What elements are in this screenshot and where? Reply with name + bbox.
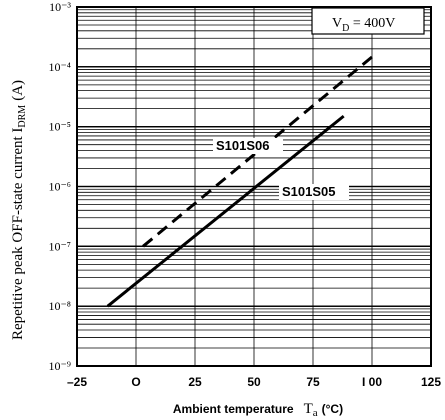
y-axis: 10⁻⁹ 10⁻⁸ 10⁻⁷ 10⁻⁶ 10⁻⁵ 10⁻⁴ 10⁻³ [48,0,71,373]
x-axis-symbol: T [304,401,313,417]
svg-text:Repetitive peak OFF-state curr: Repetitive peak OFF-state current IDRM (A… [10,80,28,340]
x-axis: –25 O 25 50 75 I 00 125 [67,375,441,389]
x-tick-label: I 00 [362,375,382,389]
series-label-background [213,138,283,154]
series-label-s101s05: S101S05 [282,184,336,199]
series-line-s101s05 [106,114,345,308]
y-axis-label: Repetitive peak OFF-state current IDRM (A… [10,80,28,340]
y-tick-label: 10⁻⁸ [48,299,71,313]
y-axis-unit: (A) [10,80,26,101]
series-layer: S101S06 S101S05 [106,51,378,308]
y-tick-label: 10⁻⁷ [48,239,71,253]
y-tick-label: 10⁻⁵ [48,120,71,134]
x-axis-label: Ambient temperature Ta (°C) [173,401,343,419]
x-axis-unit: (°C) [322,402,343,416]
x-axis-title: Ambient temperature [173,402,294,416]
svg-text:VD = 400V: VD = 400V [332,16,395,34]
y-tick-label: 10⁻⁹ [48,359,71,373]
x-axis-subscript: a [313,407,318,419]
condition-subscript: D [342,23,349,34]
condition-value: = 400V [349,16,395,31]
plot-frame [76,6,432,367]
series-label-s101s06: S101S06 [216,138,270,153]
y-tick-label: 10⁻⁴ [48,60,71,74]
y-tick-label: 10⁻³ [49,0,71,14]
condition-box: VD = 400V [311,7,425,35]
condition-symbol: V [332,16,342,31]
y-axis-title: Repetitive peak OFF-state current I [10,128,26,340]
x-tick-label: 125 [421,375,441,389]
x-tick-label: 50 [247,375,261,389]
series-line-s101s06 [142,51,378,248]
x-tick-label: O [131,375,140,389]
y-axis-subscript: DRM [17,105,28,128]
x-tick-label: 25 [188,375,202,389]
x-tick-label: –25 [67,375,87,389]
y-tick-label: 10⁻⁶ [48,180,71,194]
series-label-background [279,184,349,200]
x-tick-label: 75 [306,375,320,389]
